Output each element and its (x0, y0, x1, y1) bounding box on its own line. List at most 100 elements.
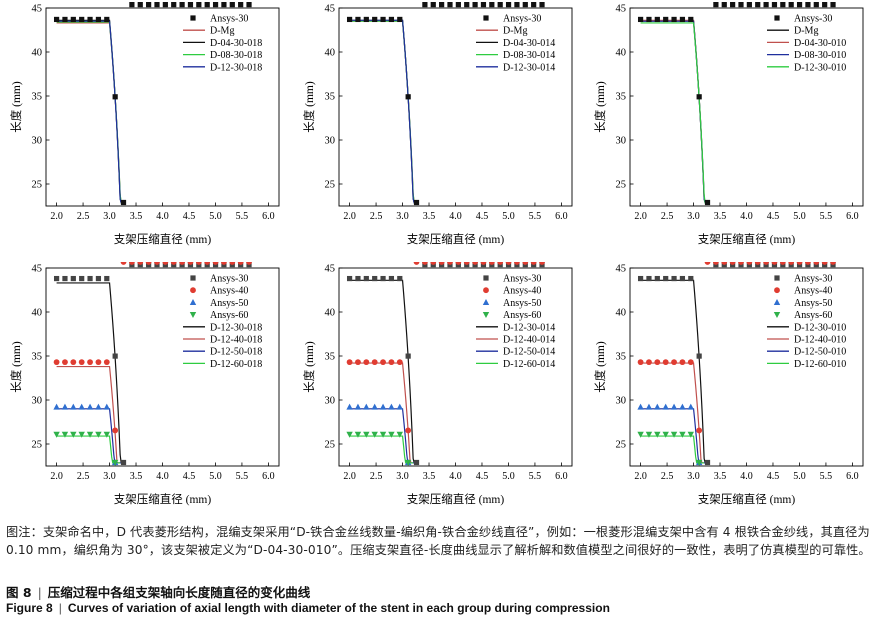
legend-label: Ansys-40 (210, 286, 248, 297)
data-point (404, 459, 412, 466)
x-tick-label: 4.0 (449, 211, 462, 222)
legend-label: D-Mg (210, 26, 234, 37)
x-tick-label: 5.5 (529, 211, 542, 222)
legend-label: D-Mg (503, 26, 527, 37)
y-tick-label: 25 (32, 180, 43, 191)
data-point (129, 2, 135, 8)
data-point (662, 431, 669, 438)
series-line (640, 435, 705, 464)
data-point (662, 403, 669, 410)
legend-label: D-12-40-014 (503, 335, 555, 346)
series-line (56, 435, 121, 464)
data-point (696, 427, 703, 434)
legend-label: D-12-30-014 (503, 322, 555, 333)
data-point (78, 403, 85, 410)
x-axis-label: 支架压缩直径 (mm) (698, 232, 796, 246)
x-tick-label: 6.0 (846, 471, 859, 482)
data-point (70, 431, 77, 438)
data-point (670, 431, 678, 438)
x-axis-label: 支架压缩直径 (mm) (114, 232, 212, 246)
data-point (422, 2, 428, 8)
x-tick-label: 5.5 (236, 471, 249, 482)
y-tick-label: 45 (32, 4, 43, 15)
x-tick-label: 2.0 (343, 471, 356, 482)
data-point (688, 275, 694, 282)
legend-label: D-12-30-018 (210, 62, 262, 73)
y-tick-label: 25 (616, 440, 627, 451)
data-point (196, 2, 202, 8)
data-point (679, 16, 686, 23)
legend-label: Ansys-30 (794, 274, 832, 285)
data-point (695, 459, 703, 466)
data-point (363, 16, 369, 23)
data-point (405, 353, 411, 359)
data-point (204, 2, 210, 8)
y-axis-label: 长度 (mm) (593, 341, 607, 393)
y-tick-label: 40 (616, 48, 627, 59)
data-point (679, 403, 686, 410)
series-line (56, 22, 124, 204)
data-point (120, 259, 127, 265)
data-point (379, 431, 387, 438)
data-point (654, 431, 661, 438)
y-tick-label: 35 (325, 92, 336, 103)
data-point (380, 16, 386, 23)
data-point (654, 16, 660, 23)
x-tick-label: 5.0 (793, 211, 806, 222)
data-point (696, 353, 702, 359)
x-tick-label: 5.5 (529, 471, 542, 482)
y-tick-label: 25 (325, 180, 336, 191)
y-axis-label: 长度 (mm) (593, 81, 607, 133)
data-point (646, 16, 652, 23)
legend-label: D-12-30-010 (794, 62, 846, 73)
data-point (396, 359, 403, 366)
x-tick-label: 2.0 (634, 471, 647, 482)
legend-label: D-12-50-014 (503, 347, 555, 358)
data-point (637, 431, 644, 438)
legend-marker (483, 275, 489, 281)
series-line (349, 19, 417, 204)
data-point (671, 275, 677, 282)
legend-label: Ansys-60 (794, 310, 832, 321)
legend-label: D-04-30-010 (794, 38, 846, 49)
legend-label: D-Mg (794, 26, 818, 37)
data-point (489, 2, 495, 8)
data-point (439, 2, 445, 8)
data-point (721, 2, 727, 8)
data-point (95, 403, 102, 410)
series-line (56, 19, 124, 204)
data-point (730, 2, 736, 8)
y-tick-label: 40 (32, 48, 43, 59)
series-line (640, 20, 708, 204)
legend-marker (773, 299, 781, 305)
caption-cn: 图 8 | 压缩过程中各组支架轴向长度随直径的变化曲线 (6, 582, 310, 601)
series-line (349, 20, 417, 204)
y-tick-label: 40 (325, 308, 336, 319)
data-point (663, 16, 669, 23)
data-point (53, 431, 60, 438)
data-point (497, 2, 503, 8)
data-point (346, 431, 353, 438)
series-line (349, 435, 414, 464)
legend-label: D-08-30-010 (794, 50, 846, 61)
data-point (679, 275, 686, 282)
data-point (755, 2, 761, 8)
x-tick-label: 3.5 (130, 211, 143, 222)
figure-panels: 2.0 2.5 3.0 3.5 4.0 4.5 5.0 5.5 6.0 25 30 35 40 45 支架压… (4, 2, 864, 506)
data-point (154, 2, 160, 8)
series-line (56, 365, 123, 464)
caption-cn-label: 图 8 (6, 585, 32, 600)
chart-panel-1: 2.0 2.5 3.0 3.5 4.0 4.5 5.0 5.5 6.0 25 30 35 40 45 支架压… (4, 2, 290, 252)
x-tick-label: 6.0 (262, 471, 275, 482)
data-point (78, 431, 85, 438)
data-point (704, 199, 711, 206)
caption-separator: | (37, 585, 42, 600)
legend-label: D-12-60-010 (794, 359, 846, 370)
x-tick-label: 2.5 (77, 211, 90, 222)
y-tick-label: 45 (32, 264, 43, 275)
y-tick-label: 25 (325, 440, 336, 451)
data-point (355, 275, 361, 282)
data-point (388, 359, 395, 366)
series-line (349, 362, 416, 464)
y-tick-label: 30 (32, 396, 43, 407)
